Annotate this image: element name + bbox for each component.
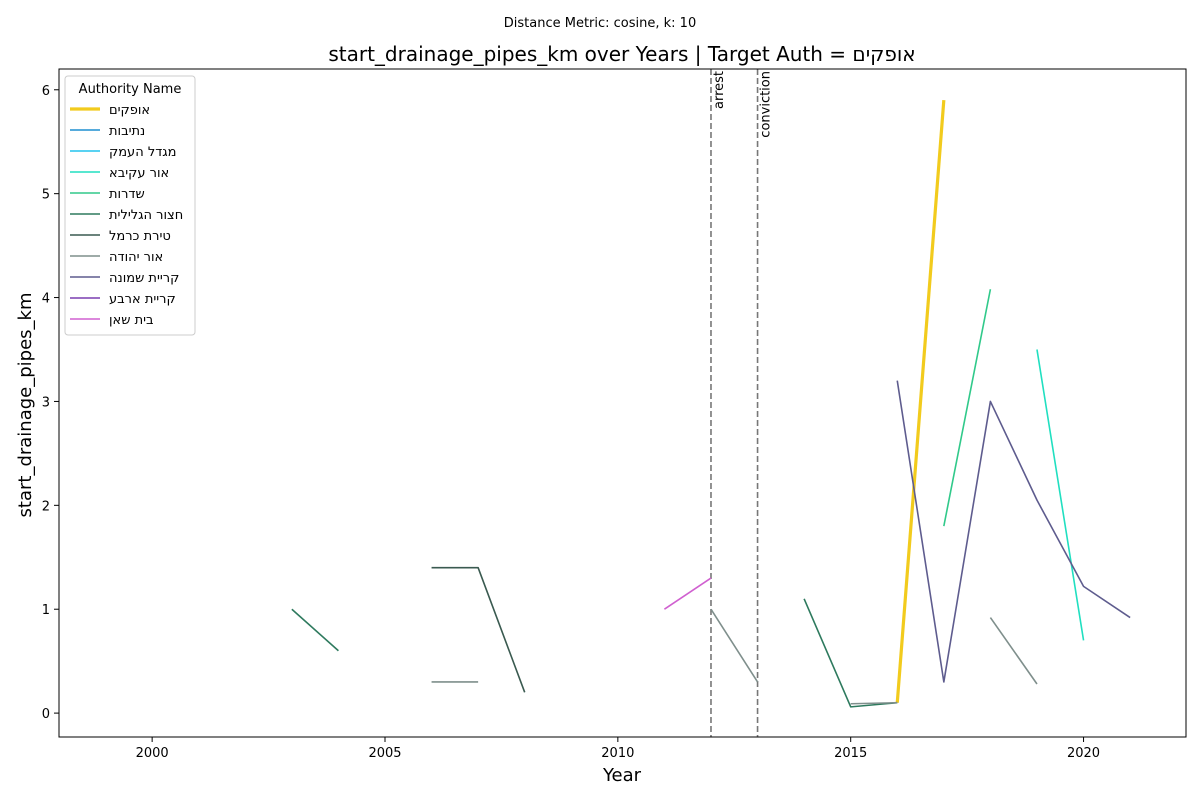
- legend-label: בית שאן: [109, 313, 154, 328]
- event-label: conviction: [759, 71, 774, 138]
- x-tick-label: 2015: [834, 746, 867, 761]
- y-tick-label: 3: [42, 395, 50, 410]
- legend-label: קריית שמונה: [109, 271, 179, 286]
- series-line: [943, 289, 992, 527]
- y-tick-label: 1: [42, 603, 50, 618]
- x-tick-label: 2000: [136, 746, 169, 761]
- x-tick-label: 2005: [368, 746, 401, 761]
- event-label: arrest: [712, 71, 727, 109]
- y-tick-label: 6: [42, 84, 50, 99]
- series-line: [896, 380, 1131, 683]
- series-lines: [291, 100, 1131, 708]
- plot-frame: [58, 68, 1187, 738]
- legend-label: נתיבות: [109, 124, 145, 139]
- series-line: [710, 608, 759, 683]
- axes: 2000 2005 2010 2015 2020 0 1 2 3 4 5 6: [42, 68, 1187, 761]
- legend-label: חצור הגלילית: [109, 208, 183, 223]
- legend-label: אור עקיבא: [109, 166, 169, 181]
- y-tick-label: 0: [42, 707, 50, 722]
- y-tick-label: 4: [42, 292, 50, 307]
- legend-label: קריית ארבע: [109, 292, 176, 307]
- chart-title: start_drainage_pipes_km over Years | Tar…: [328, 42, 915, 66]
- y-tick-label: 5: [42, 188, 50, 203]
- legend-label: אופקים: [109, 103, 150, 118]
- legend-label: מגדל העמק: [109, 145, 177, 160]
- legend-title: Authority Name: [79, 82, 182, 97]
- legend-label: טירת כרמל: [109, 229, 171, 244]
- series-line: [850, 701, 898, 705]
- x-axis-label: Year: [602, 765, 642, 786]
- series-line: [291, 608, 339, 652]
- series-line: [1036, 349, 1085, 641]
- y-tick-label: 2: [42, 499, 50, 514]
- y-axis-label: start_drainage_pipes_km: [15, 293, 36, 518]
- chart-suptitle: Distance Metric: cosine, k: 10: [504, 16, 696, 31]
- x-tick-label: 2010: [601, 746, 634, 761]
- legend: Authority Name אופקים נתיבות מגדל העמק אור ע…: [64, 75, 196, 336]
- plot-background: [59, 69, 1186, 737]
- series-line: [895, 100, 946, 703]
- legend-label: אור יהודה: [109, 250, 163, 265]
- series-line: [803, 598, 898, 708]
- series-line: [431, 566, 526, 693]
- legend-box: [64, 75, 196, 336]
- legend-label: שדרות: [109, 187, 145, 202]
- series-line: [663, 577, 712, 610]
- event-markers: arrest conviction: [710, 69, 774, 737]
- series-line: [989, 617, 1038, 685]
- plot-area: [59, 69, 1186, 737]
- x-tick-label: 2020: [1067, 746, 1100, 761]
